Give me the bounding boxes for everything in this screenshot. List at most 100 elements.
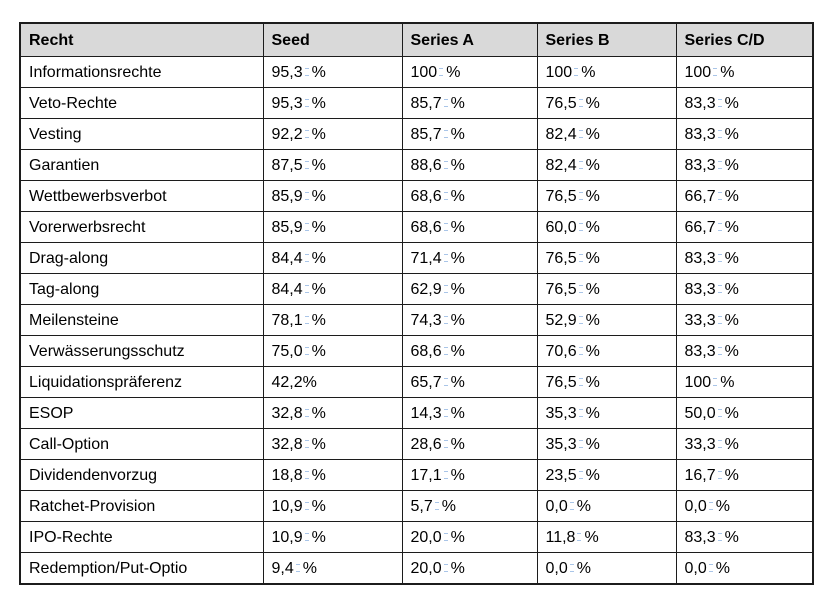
nbsp-formatting-mark (304, 439, 309, 448)
column-header-series-b: Series B (536, 22, 677, 57)
nbsp-formatting-mark (304, 67, 309, 76)
cell-value: 68,6% (401, 180, 538, 212)
nbsp-formatting-mark (304, 346, 309, 355)
nbsp-formatting-mark (443, 532, 448, 541)
cell-value: 0,0% (536, 552, 677, 585)
cell-value: 83,3% (675, 335, 814, 367)
nbsp-formatting-mark (443, 129, 448, 138)
cell-value: 17,1% (401, 459, 538, 491)
cell-value: 74,3% (401, 304, 538, 336)
nbsp-formatting-mark (717, 160, 722, 169)
cell-value: 68,6% (401, 211, 538, 243)
cell-value: 83,3% (675, 87, 814, 119)
nbsp-formatting-mark (717, 129, 722, 138)
nbsp-formatting-mark (443, 284, 448, 293)
nbsp-formatting-mark (717, 408, 722, 417)
cell-value: 85,7% (401, 87, 538, 119)
nbsp-formatting-mark (578, 98, 583, 107)
nbsp-formatting-mark (443, 222, 448, 231)
cell-value: 76,5% (536, 87, 677, 119)
nbsp-formatting-mark (708, 501, 713, 510)
cell-value: 82,4% (536, 149, 677, 181)
cell-value: 84,4% (262, 273, 403, 305)
nbsp-formatting-mark (304, 470, 309, 479)
cell-value: 83,3% (675, 149, 814, 181)
nbsp-formatting-mark (713, 377, 718, 386)
nbsp-formatting-mark (577, 532, 582, 541)
cell-value: 83,3% (675, 273, 814, 305)
nbsp-formatting-mark (304, 408, 309, 417)
nbsp-formatting-mark (439, 67, 444, 76)
cell-recht-label: Tag-along (19, 273, 264, 305)
cell-recht-label: Informationsrechte (19, 56, 264, 88)
nbsp-formatting-mark (304, 284, 309, 293)
cell-recht-label: Ratchet-Provision (19, 490, 264, 522)
nbsp-formatting-mark (717, 191, 722, 200)
nbsp-formatting-mark (443, 439, 448, 448)
nbsp-formatting-mark (578, 408, 583, 417)
cell-value: 84,4% (262, 242, 403, 274)
cell-value: 20,0% (401, 521, 538, 553)
nbsp-formatting-mark (578, 346, 583, 355)
cell-value: 66,7% (675, 211, 814, 243)
cell-value: 92,2% (262, 118, 403, 150)
nbsp-formatting-mark (304, 501, 309, 510)
nbsp-formatting-mark (717, 470, 722, 479)
rights-comparison-table: Recht Seed Series A Series B Series C/D … (19, 22, 814, 585)
nbsp-formatting-mark (578, 377, 583, 386)
cell-value: 52,9% (536, 304, 677, 336)
nbsp-formatting-mark (443, 315, 448, 324)
cell-recht-label: Meilensteine (19, 304, 264, 336)
cell-value: 10,9% (262, 521, 403, 553)
cell-value: 100% (675, 56, 814, 88)
cell-value: 60,0% (536, 211, 677, 243)
cell-value: 5,7% (401, 490, 538, 522)
cell-value: 9,4% (262, 552, 403, 585)
nbsp-formatting-mark (717, 346, 722, 355)
nbsp-formatting-mark (443, 377, 448, 386)
cell-value: 20,0% (401, 552, 538, 585)
cell-value: 18,8% (262, 459, 403, 491)
column-header-recht: Recht (19, 22, 264, 57)
cell-value: 85,9% (262, 211, 403, 243)
nbsp-formatting-mark (304, 160, 309, 169)
cell-recht-label: Liquidationspräferenz (19, 366, 264, 398)
nbsp-formatting-mark (717, 439, 722, 448)
cell-value: 85,9% (262, 180, 403, 212)
nbsp-formatting-mark (717, 532, 722, 541)
table-row: Verwässerungsschutz 75,0% 68,6% 70,6% 83,3% (19, 335, 814, 367)
cell-value: 0,0% (675, 552, 814, 585)
table-row: Drag-along 84,4% 71,4% 76,5% 83,3% (19, 242, 814, 274)
cell-value: 76,5% (536, 366, 677, 398)
nbsp-formatting-mark (717, 222, 722, 231)
cell-value: 32,8% (262, 397, 403, 429)
nbsp-formatting-mark (717, 98, 722, 107)
table-row: Vesting 92,2% 85,7% 82,4% 83,3% (19, 118, 814, 150)
nbsp-formatting-mark (578, 160, 583, 169)
cell-recht-label: ESOP (19, 397, 264, 429)
cell-value: 66,7% (675, 180, 814, 212)
table-row: Tag-along 84,4% 62,9% 76,5% 83,3% (19, 273, 814, 305)
table-header-row: Recht Seed Series A Series B Series C/D (19, 22, 814, 57)
table-row: Vorerwerbsrecht 85,9% 68,6% 60,0% 66,7% (19, 211, 814, 243)
cell-value: 50,0% (675, 397, 814, 429)
cell-value: 83,3% (675, 521, 814, 553)
cell-value: 85,7% (401, 118, 538, 150)
cell-value: 82,4% (536, 118, 677, 150)
nbsp-formatting-mark (574, 67, 579, 76)
column-header-series-a: Series A (401, 22, 538, 57)
cell-value: 100% (536, 56, 677, 88)
nbsp-formatting-mark (304, 98, 309, 107)
cell-value: 71,4% (401, 242, 538, 274)
table-row: Veto-Rechte 95,3% 85,7% 76,5% 83,3% (19, 87, 814, 119)
nbsp-formatting-mark (304, 129, 309, 138)
document-page: Recht Seed Series A Series B Series C/D … (19, 22, 814, 585)
table-row: ESOP 32,8% 14,3% 35,3% 50,0% (19, 397, 814, 429)
nbsp-formatting-mark (717, 284, 722, 293)
nbsp-formatting-mark (304, 191, 309, 200)
table-row: IPO-Rechte 10,9% 20,0% 11,8% 83,3% (19, 521, 814, 553)
cell-value: 76,5% (536, 180, 677, 212)
nbsp-formatting-mark (295, 563, 300, 572)
cell-value: 35,3% (536, 397, 677, 429)
cell-value: 83,3% (675, 242, 814, 274)
